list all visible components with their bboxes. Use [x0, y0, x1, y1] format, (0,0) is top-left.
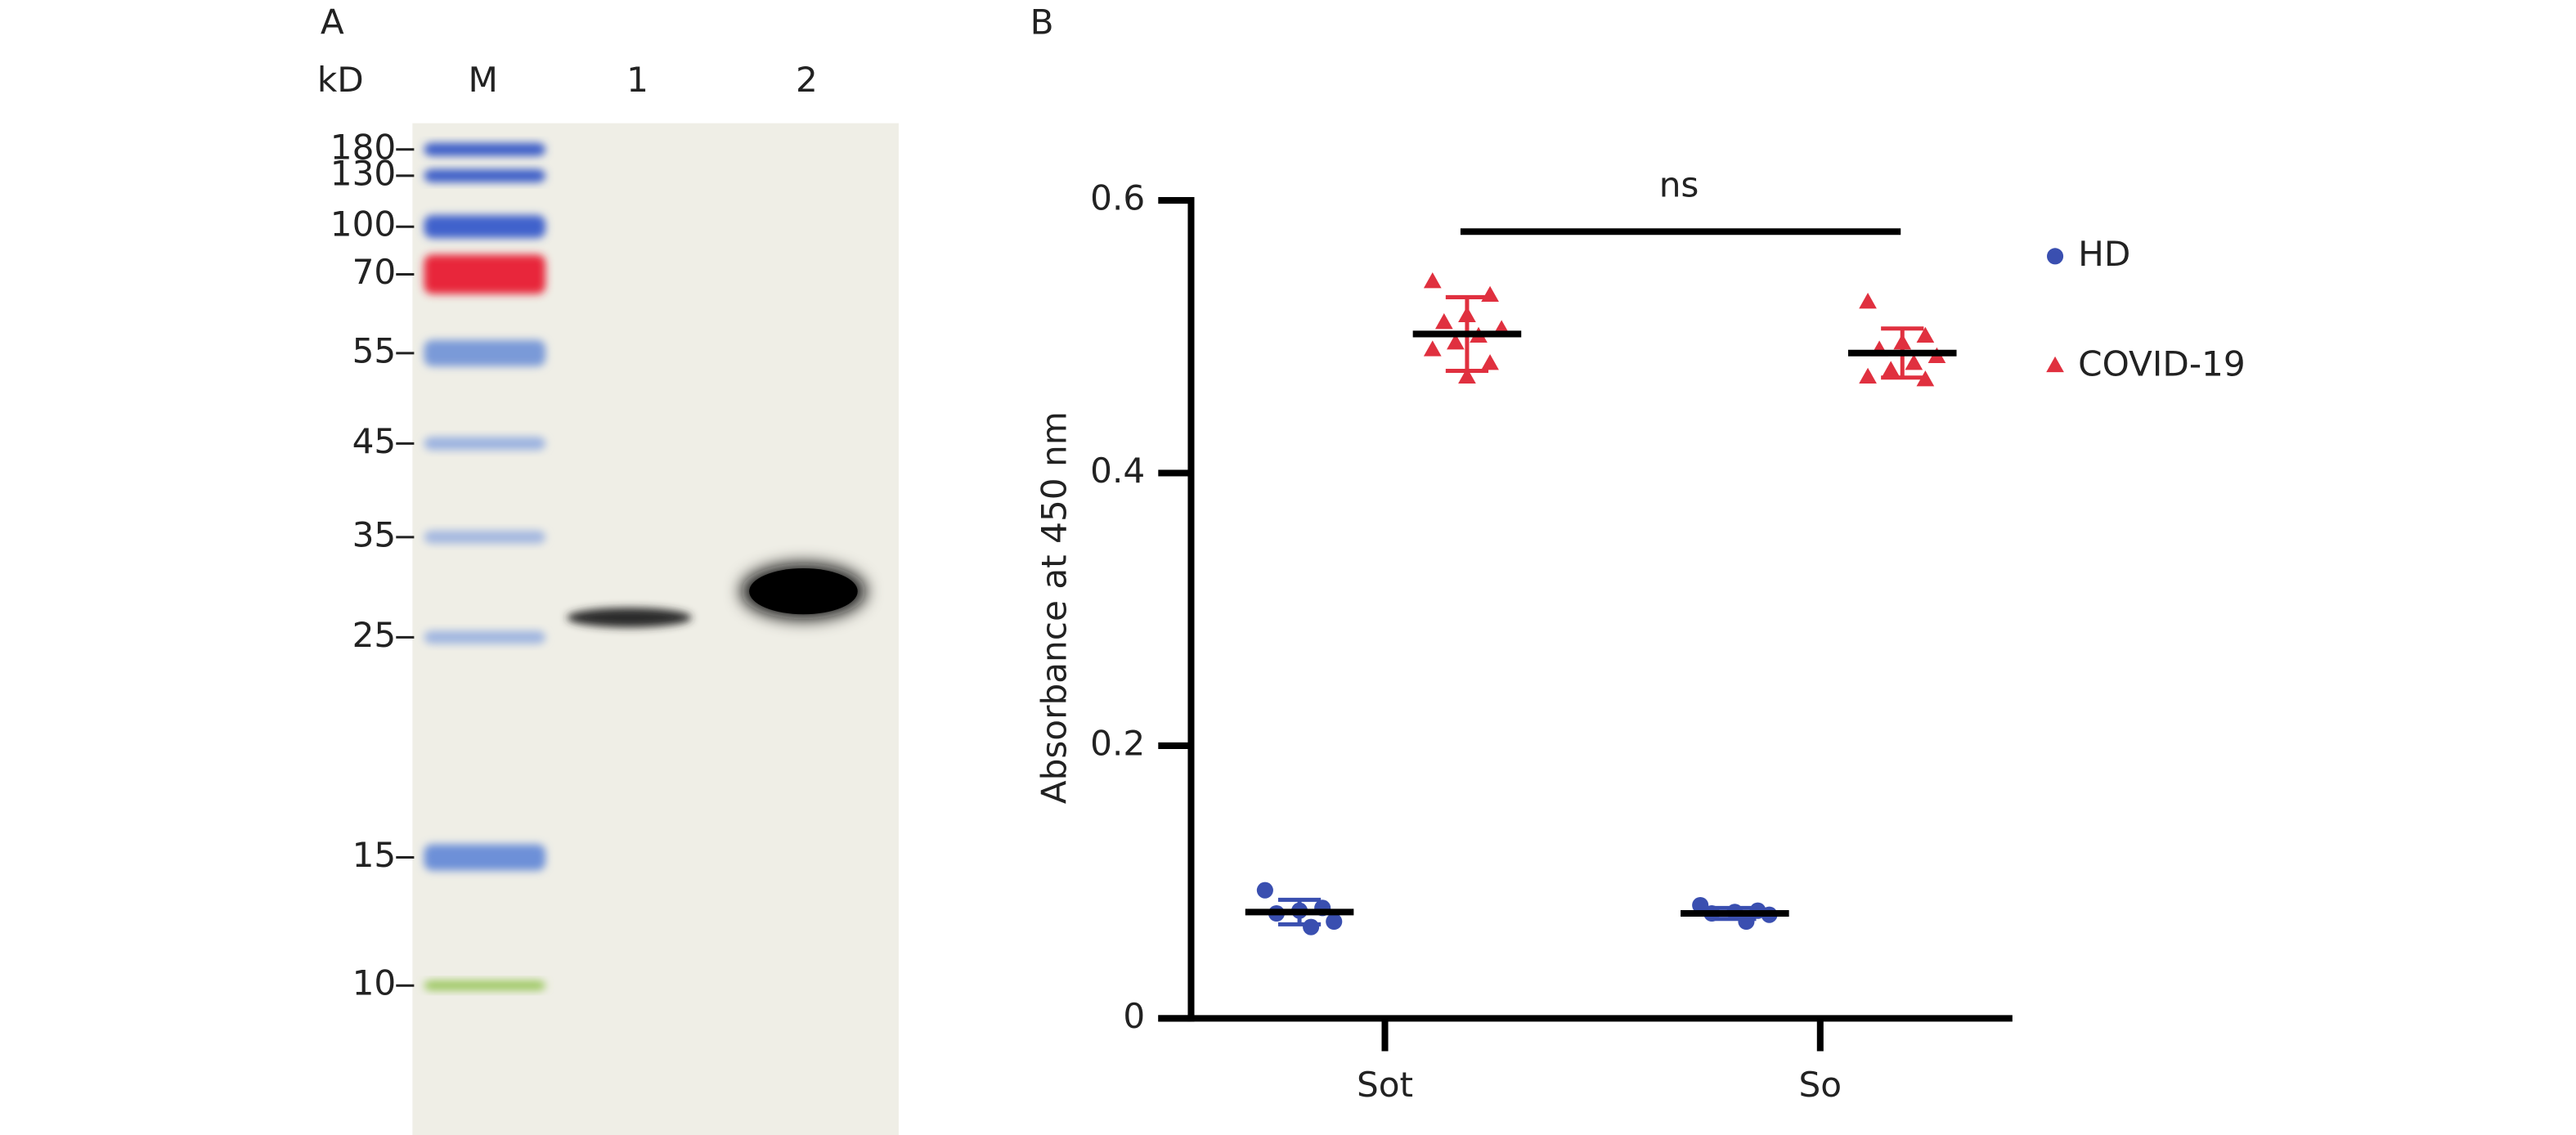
point [1256, 882, 1273, 899]
marker-label: 70 [352, 252, 397, 292]
y-tick-label: 0 [1123, 996, 1145, 1036]
band [749, 568, 858, 615]
marker-label: 10 [352, 963, 397, 1003]
marker-label: 55 [352, 330, 397, 370]
point [1303, 918, 1320, 935]
marker-band [424, 142, 546, 156]
annotation: ns [1659, 164, 1699, 204]
legend-label: COVID-19 [2078, 343, 2246, 384]
point [1458, 367, 1476, 384]
band [567, 608, 692, 628]
marker-label: 35 [352, 514, 397, 554]
legend-label: HD [2078, 234, 2130, 274]
y-tick-label: 0.2 [1090, 723, 1145, 763]
marker-band [424, 844, 546, 871]
point [1447, 334, 1465, 350]
marker-label: 180 [330, 127, 397, 167]
marker-band [424, 530, 546, 544]
x-tick-label: So [1799, 1065, 1842, 1105]
marker-label: 100 [330, 204, 397, 244]
marker-label: 130 [330, 153, 397, 193]
panel-b: B Absorbance at 450 nm ns 0 0.2 0.4 0.6 Sot S… [1030, 2, 2246, 1106]
point [1434, 313, 1453, 330]
lane-label: 2 [796, 60, 818, 100]
marker-band [424, 215, 546, 239]
y-axis-label: Absorbance at 450 nm [1034, 411, 1074, 804]
lane-label: 1 [626, 60, 648, 100]
y-tick-label: 0.4 [1090, 451, 1145, 491]
legend-marker [2047, 248, 2064, 265]
point [1326, 913, 1343, 931]
y-tick-label: 0.6 [1090, 178, 1145, 218]
point [1423, 272, 1442, 289]
marker-band [424, 254, 546, 294]
marker-band [424, 437, 546, 451]
marker-label: 25 [352, 615, 397, 655]
point [1859, 367, 1877, 384]
unit-label: kD [317, 60, 364, 100]
point [1423, 340, 1442, 357]
point [1905, 354, 1923, 370]
legend-marker [2046, 356, 2064, 373]
lane-label: M [469, 60, 498, 100]
marker-band [424, 630, 546, 644]
marker-band [424, 980, 546, 991]
marker-label: 15 [352, 835, 397, 875]
point [1916, 370, 1935, 387]
panel-label: A [321, 2, 344, 43]
point [1882, 361, 1901, 377]
point [1859, 293, 1877, 309]
panel-label: B [1030, 2, 1054, 43]
x-tick-label: Sot [1357, 1065, 1413, 1105]
marker-label: 45 [352, 421, 397, 461]
marker-band [424, 168, 546, 182]
point [1692, 896, 1709, 914]
marker-band [424, 339, 546, 366]
point [1481, 285, 1499, 302]
point [1916, 326, 1935, 343]
point [1481, 354, 1499, 370]
